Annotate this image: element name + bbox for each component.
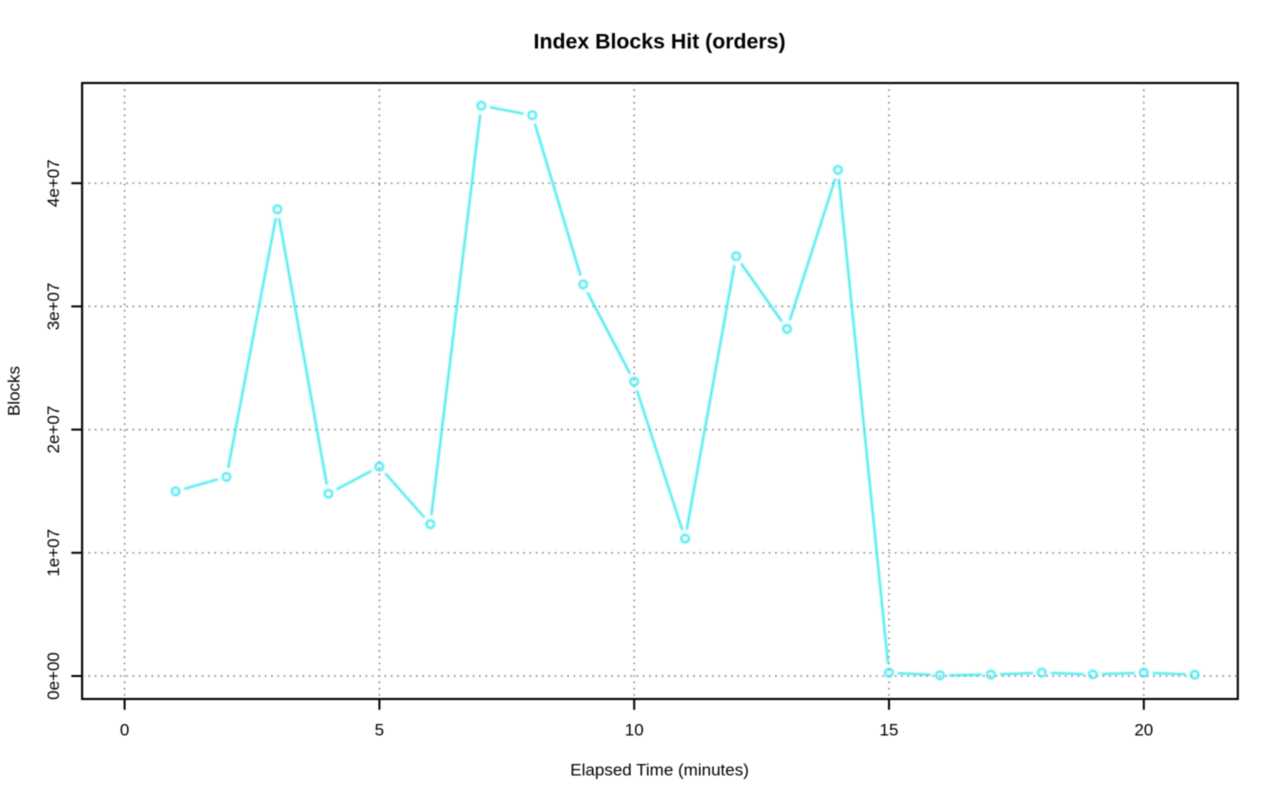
svg-text:4e+07: 4e+07 — [44, 159, 63, 207]
svg-text:Elapsed Time (minutes): Elapsed Time (minutes) — [570, 761, 749, 780]
svg-text:10: 10 — [625, 721, 644, 740]
svg-text:1e+07: 1e+07 — [44, 529, 63, 577]
svg-text:20: 20 — [1134, 721, 1153, 740]
svg-text:3e+07: 3e+07 — [44, 283, 63, 331]
svg-text:0: 0 — [120, 721, 129, 740]
svg-text:2e+07: 2e+07 — [44, 406, 63, 454]
svg-text:Index Blocks Hit (orders): Index Blocks Hit (orders) — [534, 30, 786, 54]
svg-text:0e+00: 0e+00 — [44, 652, 63, 700]
svg-text:15: 15 — [880, 721, 899, 740]
svg-text:Blocks: Blocks — [5, 366, 24, 416]
svg-text:5: 5 — [375, 721, 384, 740]
